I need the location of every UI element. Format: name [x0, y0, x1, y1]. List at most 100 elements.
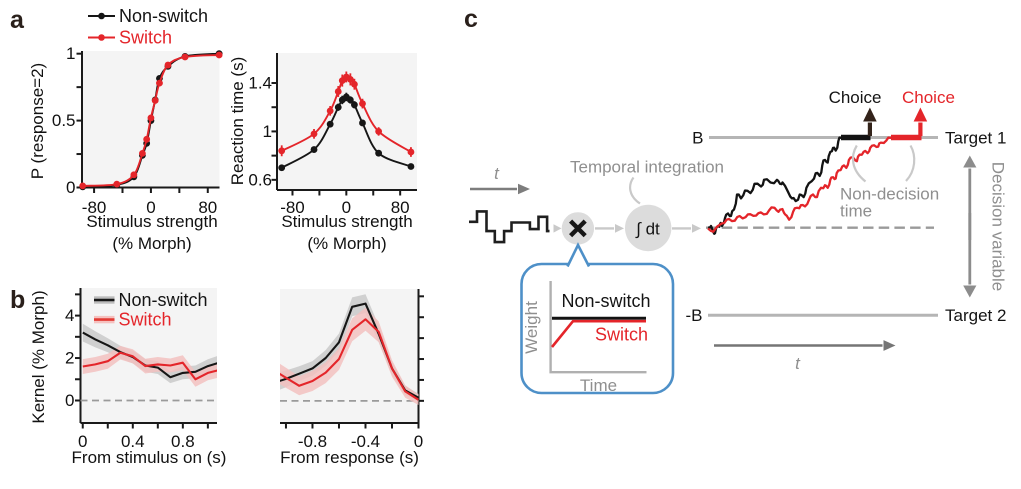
y-tick-label: 0: [66, 178, 75, 197]
panel-b-label: b: [10, 286, 25, 314]
kernel-stim-xlabel: From stimulus on (s): [72, 448, 227, 467]
choice-red-label: Choice: [902, 88, 955, 107]
decision-variable-label: Decision variable: [989, 162, 1008, 291]
band-series: [82, 323, 217, 387]
data-point-switch: [407, 148, 415, 156]
panel-c-label: c: [464, 5, 478, 33]
bound-lower-label: -B: [686, 306, 703, 325]
nondecision-leader-left: [851, 144, 867, 183]
series-line-non-switch: [82, 331, 217, 379]
evidence-trace-switch: [707, 136, 892, 233]
y-tick-label: 0.6: [248, 170, 272, 189]
band-series: [280, 294, 419, 405]
data-point-switch: [181, 53, 189, 61]
weight-callout-bubble: [520, 262, 675, 395]
inset-switch-label: Switch: [595, 325, 648, 345]
inset-weight-label: Weight: [522, 301, 541, 354]
data-point-switch: [375, 128, 383, 135]
data-point-non-switch: [278, 164, 286, 172]
data-point-switch: [139, 149, 146, 157]
data-point-switch: [113, 180, 121, 188]
inset-weight-line-switch: [550, 319, 646, 348]
data-point-switch: [215, 51, 223, 59]
legend-label-switch: Switch: [119, 28, 172, 48]
panel-a-legend: Non-switch Switch: [88, 6, 208, 48]
x-tick-label: 80: [391, 198, 410, 217]
stimulus-step-wave: [469, 210, 550, 244]
rt-xlabel-line1: Stimulus strength: [281, 212, 412, 231]
temporal-integration-label: Temporal integration: [570, 158, 724, 177]
psychometric-chart: -80 0 80 0 0.5 1: [52, 44, 223, 217]
flow-arrow-3-head: [692, 224, 701, 233]
integrator-label: ∫ dt: [635, 220, 660, 239]
kernel-stimulus-chart: 0 0.4 0.8 0 2 4: [65, 288, 217, 451]
x-tick-label: -80: [280, 198, 305, 217]
x-tick-label: 0: [342, 198, 351, 217]
target2-label: Target 2: [945, 306, 1006, 325]
data-point-switch: [79, 182, 87, 190]
psychometric-ylabel: P (response=2): [28, 63, 47, 179]
flow-arrow-2-head: [615, 224, 624, 233]
data-point-switch: [326, 107, 334, 115]
rt-xlabel-line2: (% Morph): [307, 234, 386, 253]
x-tick-label: 0.4: [121, 432, 145, 451]
legend-b-label-switch: Switch: [119, 310, 172, 330]
x-tick-label: 0: [78, 432, 87, 451]
kernel-ylabel: Kernel (% Morph): [29, 290, 48, 423]
diagram-graphics: [469, 107, 977, 395]
x-tick-label: -0.4: [351, 432, 380, 451]
legend-marker-nonswitch: [98, 12, 105, 20]
time-axis-top-label: t: [494, 164, 500, 183]
flow-arrow-1-head: [553, 224, 562, 233]
choice-black-label: Choice: [829, 88, 882, 107]
data-point-switch: [278, 147, 286, 155]
data-point-switch: [147, 114, 155, 122]
y-tick-label: 1: [263, 122, 272, 141]
rt-ylabel: Reaction time (s): [228, 57, 247, 185]
y-tick-label: 1: [66, 44, 75, 63]
inset-time-label: Time: [580, 376, 617, 395]
inset-axes: [549, 281, 647, 374]
y-tick-label: 0.5: [52, 111, 76, 130]
kernel-resp-xlabel: From response (s): [280, 448, 419, 467]
y-tick-label: 0: [65, 391, 74, 410]
choice-arrow-switch-head: [913, 107, 928, 122]
time-axis-bottom-label: t: [795, 354, 801, 373]
integrator-node: [625, 204, 672, 252]
target1-label: Target 1: [945, 129, 1006, 148]
nondecision-label-line1: Non-decision: [840, 185, 939, 204]
temporal-integration-leader: [629, 176, 641, 205]
bound-upper-label: B: [692, 129, 703, 148]
psychometric-xlabel-line2: (% Morph): [112, 234, 191, 253]
decision-variable-arrow-up-head: [963, 155, 977, 168]
time-arrow-top-head: [518, 183, 530, 195]
data-point-non-switch: [351, 101, 358, 109]
legend-marker-switch: [98, 34, 105, 41]
data-point-non-switch: [310, 146, 318, 153]
data-point-switch: [156, 79, 163, 87]
data-point-non-switch: [375, 149, 383, 157]
multiply-icon: [569, 219, 587, 238]
x-tick-label: 0: [414, 432, 423, 451]
data-point-non-switch: [326, 120, 334, 128]
panel-a-label: a: [10, 6, 25, 34]
data-point-switch: [151, 97, 159, 104]
x-tick-label: 0: [146, 198, 155, 217]
time-arrow-bottom-head: [883, 340, 896, 351]
x-tick-label: 80: [198, 198, 217, 217]
legend-b-label-nonswitch: Non-switch: [119, 290, 208, 310]
x-tick-label: 0.8: [171, 432, 195, 451]
nondecision-leader-right: [905, 144, 916, 182]
data-point-non-switch: [346, 96, 354, 104]
decision-variable-arrow-down-head: [963, 285, 977, 298]
data-point-switch: [346, 75, 354, 83]
y-tick-label: 4: [65, 306, 74, 325]
y-tick-label: 2: [65, 349, 74, 368]
x-tick-label: -0.8: [298, 432, 327, 451]
reaction-time-chart: -80 0 80 0.6 1 1.4: [248, 53, 417, 217]
series-line-switch: [82, 351, 217, 381]
data-point-switch: [310, 130, 318, 138]
psychometric-xlabel-line1: Stimulus strength: [86, 212, 217, 231]
